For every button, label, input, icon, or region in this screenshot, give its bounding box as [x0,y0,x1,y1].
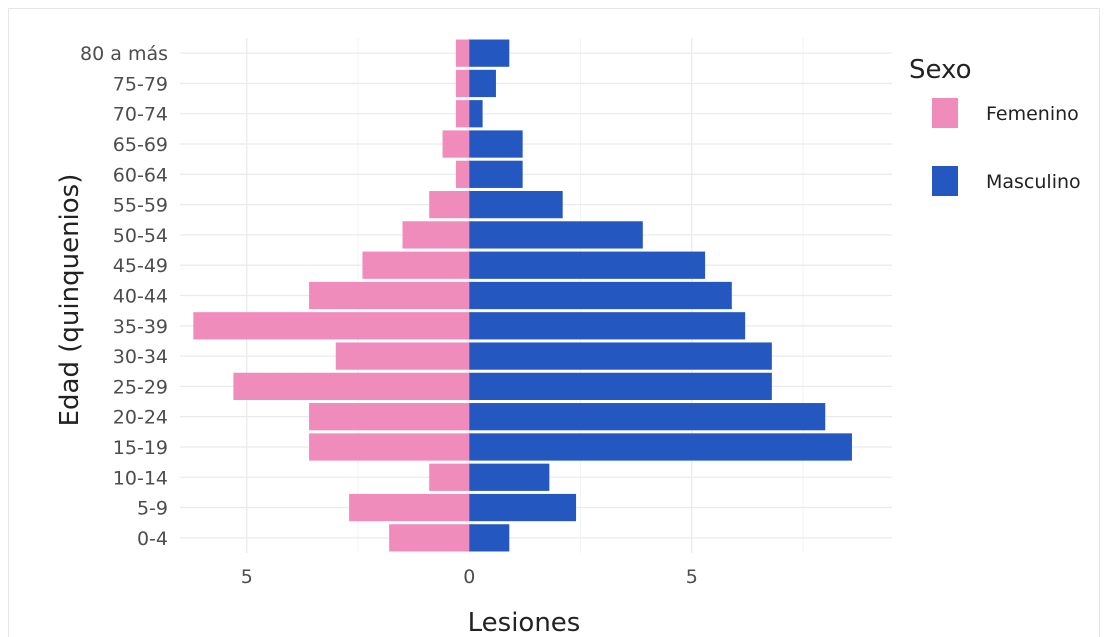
bar-masculino-65-69 [469,130,523,158]
bar-femenino-60-64 [455,160,470,188]
bar-femenino-15-19 [309,433,470,461]
y-tick-label: 15-19 [113,437,168,459]
bars [193,39,852,552]
y-tick-label: 60-64 [113,164,168,186]
y-tick-label: 45-49 [113,255,168,277]
y-tick-label: 55-59 [113,195,168,217]
bar-femenino-20-24 [309,403,470,431]
bar-femenino-55-59 [429,190,470,219]
bar-masculino-0-4 [469,524,510,552]
chart-frame [8,8,1100,637]
y-tick-label: 50-54 [113,225,168,247]
x-tick-label: 5 [241,566,253,588]
bar-masculino-50-54 [469,221,643,249]
bar-femenino-10-14 [429,463,470,491]
bar-femenino-50-54 [402,221,470,249]
bar-femenino-45-49 [362,251,470,279]
bar-femenino-75-79 [455,69,470,98]
legend-key-femenino [932,98,958,128]
bar-masculino-30-34 [469,342,772,370]
bar-masculino-20-24 [469,403,826,431]
x-tick-label: 0 [463,566,475,588]
bar-femenino-0-4 [389,524,470,552]
bar-masculino-55-59 [469,190,563,219]
x-tick-label: 5 [686,566,698,588]
legend-label-masculino: Masculino [986,171,1081,193]
bar-masculino-25-29 [469,372,772,401]
y-tick-label: 65-69 [113,134,168,156]
bar-femenino-80-a-más [455,39,470,67]
bar-femenino-65-69 [442,130,470,158]
bar-masculino-35-39 [469,312,746,340]
bar-femenino-25-29 [233,372,470,401]
y-tick-label: 40-44 [113,286,168,308]
bar-masculino-45-49 [469,251,706,279]
y-tick-label: 0-4 [137,528,168,550]
y-tick-label: 75-79 [113,73,168,95]
y-tick-label: 80 a más [80,43,168,65]
y-tick-label: 70-74 [113,104,168,126]
bar-femenino-30-34 [335,342,470,370]
x-axis-title: Lesiones [468,608,581,637]
bar-masculino-40-44 [469,281,732,310]
y-tick-label: 25-29 [113,376,168,398]
y-tick-label: 5-9 [137,498,168,520]
legend: Sexo Femenino Masculino [909,55,1081,196]
bar-femenino-5-9 [349,493,470,522]
bar-masculino-70-74 [469,100,483,128]
y-tick-labels: 0-4 5-9 10-14 15-19 20-24 25-29 30-34 35-39 40-4… [80,43,168,550]
bar-femenino-70-74 [455,100,470,128]
bar-masculino-5-9 [469,493,577,522]
legend-label-femenino: Femenino [986,103,1079,125]
bar-masculino-75-79 [469,69,496,98]
bar-masculino-60-64 [469,160,523,188]
y-tick-label: 35-39 [113,316,168,338]
y-tick-label: 30-34 [113,346,168,368]
y-axis-title: Edad (quinquenios) [55,174,85,427]
bar-femenino-40-44 [309,281,470,310]
bar-masculino-10-14 [469,463,550,491]
y-tick-label: 10-14 [113,467,168,489]
legend-key-masculino [932,166,958,196]
bar-femenino-35-39 [193,312,470,340]
legend-title: Sexo [909,55,972,85]
bar-masculino-15-19 [469,433,852,461]
y-tick-label: 20-24 [113,407,168,429]
x-tick-labels: 5 0 5 [241,566,698,588]
bar-masculino-80-a-más [469,39,510,67]
